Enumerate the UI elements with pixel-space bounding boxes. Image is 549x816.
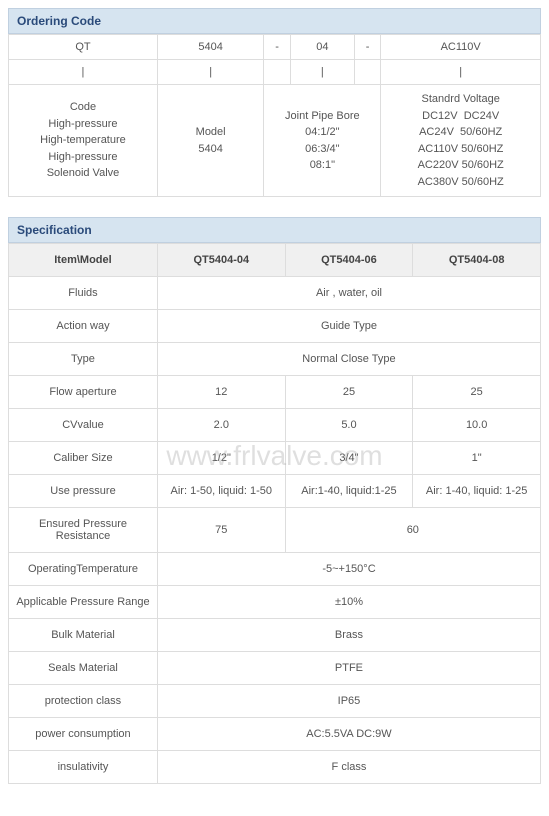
spec-row-label: power consumption [9,718,158,751]
spec-row-label: Seals Material [9,652,158,685]
ordering-code-table: QT 5404 - 04 - AC110V | | | | CodeHigh-p… [8,34,541,197]
spec-header-item: Item\Model [9,244,158,277]
spec-row: protection classIP65 [9,685,541,718]
spec-row-value: Normal Close Type [157,343,540,376]
spec-row-label: Fluids [9,277,158,310]
spec-header-row: Item\Model QT5404-04 QT5404-06 QT5404-08 [9,244,541,277]
spec-header-model: QT5404-06 [285,244,413,277]
ordering-row-pipes: | | | | [9,60,541,85]
spec-row: Ensured Pressure Resistance7560 [9,508,541,553]
spec-row: FluidsAir , water, oil [9,277,541,310]
ordering-cell: 04 [290,35,354,60]
spec-row-value: ±10% [157,586,540,619]
spec-row-label: Type [9,343,158,376]
ordering-cell: | [9,60,158,85]
ordering-row-values: QT 5404 - 04 - AC110V [9,35,541,60]
spec-row: OperatingTemperature-5~+150°C [9,553,541,586]
spec-row-label: Bulk Material [9,619,158,652]
spec-row-value: AC:5.5VA DC:9W [157,718,540,751]
ordering-desc-voltage: Standrd VoltageDC12V DC24VAC24V 50/60HZA… [381,85,541,197]
ordering-desc-code: CodeHigh-pressureHigh-temperatureHigh-pr… [9,85,158,197]
spec-row-value: 12 [157,376,285,409]
spec-row: TypeNormal Close Type [9,343,541,376]
ordering-cell: | [290,60,354,85]
specification-table: Item\Model QT5404-04 QT5404-06 QT5404-08… [8,243,541,784]
ordering-cell: | [157,60,263,85]
spec-row-value: Air:1-40, liquid:1-25 [285,475,413,508]
spec-row-value: Air , water, oil [157,277,540,310]
ordering-cell: QT [9,35,158,60]
spec-row-value: 1" [413,442,541,475]
spec-row-label: Caliber Size [9,442,158,475]
spec-row-label: Flow aperture [9,376,158,409]
ordering-cell: - [354,35,381,60]
spec-header-model: QT5404-04 [157,244,285,277]
spec-row-value: 2.0 [157,409,285,442]
spec-row-label: protection class [9,685,158,718]
spec-header-model: QT5404-08 [413,244,541,277]
spec-row-value: Guide Type [157,310,540,343]
spec-row: insulativityF class [9,751,541,784]
spec-row: power consumptionAC:5.5VA DC:9W [9,718,541,751]
spec-row-value: 3/4" [285,442,413,475]
ordering-cell [354,60,381,85]
spec-row: Use pressureAir: 1-50, liquid: 1-50Air:1… [9,475,541,508]
spec-row-value: Air: 1-50, liquid: 1-50 [157,475,285,508]
spec-row-label: Ensured Pressure Resistance [9,508,158,553]
spec-row-value: 1/2" [157,442,285,475]
ordering-desc-model: Model5404 [157,85,263,197]
spec-row-label: Action way [9,310,158,343]
ordering-cell [264,60,291,85]
spec-row-label: insulativity [9,751,158,784]
spec-row-value: 10.0 [413,409,541,442]
spec-row: Seals MaterialPTFE [9,652,541,685]
spec-row-value: Brass [157,619,540,652]
spec-row-value: Air: 1-40, liquid: 1-25 [413,475,541,508]
spec-row-label: CVvalue [9,409,158,442]
specification-header: Specification [8,217,541,243]
spec-row: Caliber Size1/2"3/4"1" [9,442,541,475]
ordering-cell: AC110V [381,35,541,60]
spec-row-value: F class [157,751,540,784]
spec-row-value: 5.0 [285,409,413,442]
ordering-row-desc: CodeHigh-pressureHigh-temperatureHigh-pr… [9,85,541,197]
spec-row-label: Applicable Pressure Range [9,586,158,619]
spec-row-label: OperatingTemperature [9,553,158,586]
spec-row: Action wayGuide Type [9,310,541,343]
spec-row: Flow aperture122525 [9,376,541,409]
ordering-cell: 5404 [157,35,263,60]
spec-row-value: 60 [285,508,540,553]
spec-row-label: Use pressure [9,475,158,508]
spec-row-value: 25 [285,376,413,409]
spec-row: Bulk MaterialBrass [9,619,541,652]
spec-row-value: 75 [157,508,285,553]
spec-row-value: IP65 [157,685,540,718]
spec-row-value: PTFE [157,652,540,685]
ordering-code-header: Ordering Code [8,8,541,34]
spec-row-value: 25 [413,376,541,409]
spec-row-value: -5~+150°C [157,553,540,586]
ordering-cell: - [264,35,291,60]
spec-row: Applicable Pressure Range±10% [9,586,541,619]
spec-row: CVvalue2.05.010.0 [9,409,541,442]
ordering-desc-joint: Joint Pipe Bore04:1/2"06:3/4"08:1" [264,85,381,197]
ordering-cell: | [381,60,541,85]
